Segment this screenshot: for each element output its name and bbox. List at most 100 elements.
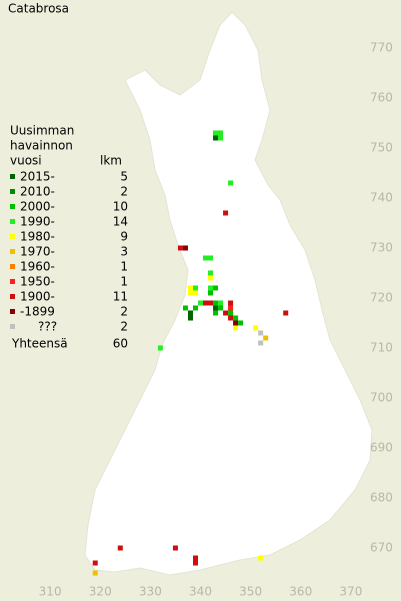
x-tick-label: 350 [239, 585, 262, 599]
legend-count: 2 [120, 185, 128, 199]
observation-square [258, 340, 264, 346]
observation-square [208, 270, 214, 276]
legend-count: 10 [113, 200, 128, 214]
legend-count: 9 [120, 230, 128, 244]
observation-square [187, 285, 193, 291]
y-tick-label: 720 [370, 291, 393, 305]
observation-square [218, 130, 224, 136]
legend-count: 5 [120, 170, 128, 184]
observation-square [218, 300, 224, 306]
observation-square [182, 305, 188, 311]
map-layer: 310 320 330 340 350 360 3706706806907007107207… [10, 41, 393, 599]
legend-label: 1900- [20, 290, 55, 304]
observation-square [258, 555, 264, 561]
legend-count-header: lkm [100, 154, 122, 168]
observation-square [228, 315, 234, 321]
map-title: Catabrosa [8, 2, 69, 16]
observation-square [258, 330, 264, 336]
legend-label: 1980- [20, 230, 55, 244]
legend-count: 11 [113, 290, 128, 304]
observation-square [233, 325, 239, 331]
observation-square [233, 320, 239, 326]
observation-square [172, 545, 178, 551]
country-outline [84, 11, 373, 576]
x-tick-label: 310 [39, 585, 62, 599]
legend-count: 1 [120, 275, 128, 289]
y-tick-label: 690 [370, 441, 393, 455]
legend-label: 2010- [20, 185, 55, 199]
observation-square [223, 310, 229, 316]
legend-swatch [10, 189, 15, 194]
observation-square [228, 300, 234, 306]
legend-swatch [10, 294, 15, 299]
y-tick-label: 730 [370, 241, 393, 255]
y-tick-label: 770 [370, 41, 393, 55]
observation-square [192, 290, 198, 296]
observation-square [203, 255, 209, 261]
observation-square [213, 310, 219, 316]
observation-square [208, 300, 214, 306]
legend-label: ??? [38, 320, 57, 334]
observation-square [213, 135, 219, 141]
observation-square [213, 130, 219, 136]
observation-square [192, 305, 198, 311]
observation-square [208, 285, 214, 291]
legend-swatch [10, 279, 15, 284]
legend-count: 3 [120, 245, 128, 259]
observation-square [218, 135, 224, 141]
observation-square [192, 555, 198, 561]
x-tick-label: 360 [289, 585, 312, 599]
observation-square [187, 315, 193, 321]
legend-swatch [10, 309, 15, 314]
x-tick-label: 320 [89, 585, 112, 599]
x-tick-label: 340 [189, 585, 212, 599]
observation-square [208, 255, 214, 261]
legend-swatch [10, 204, 15, 209]
y-tick-label: 710 [370, 341, 393, 355]
legend-swatch [10, 264, 15, 269]
observation-square [228, 310, 234, 316]
observation-square [213, 300, 219, 306]
x-tick-label: 330 [139, 585, 162, 599]
observation-square [157, 345, 163, 351]
observation-square [218, 305, 224, 311]
observation-square [187, 310, 193, 316]
observation-square [117, 545, 123, 551]
legend-swatch [10, 249, 15, 254]
legend-label: 1950- [20, 275, 55, 289]
observation-square [92, 570, 98, 576]
legend-title: havainnon [10, 139, 73, 153]
observation-square [92, 560, 98, 566]
observation-square [208, 290, 214, 296]
legend-title: vuosi [10, 154, 42, 168]
observation-square [208, 275, 214, 281]
legend-swatch [10, 234, 15, 239]
observation-square [228, 180, 234, 186]
observation-square [213, 285, 219, 291]
legend-count: 2 [120, 320, 128, 334]
legend-count: 1 [120, 260, 128, 274]
y-tick-label: 740 [370, 191, 393, 205]
y-tick-label: 750 [370, 141, 393, 155]
legend-label: 1970- [20, 245, 55, 259]
observation-square [238, 320, 244, 326]
observation-square [203, 300, 209, 306]
observation-square [213, 305, 219, 311]
observation-square [192, 560, 198, 566]
legend-total: 60 [113, 337, 128, 351]
legend-swatch [10, 174, 15, 179]
observation-square [187, 290, 193, 296]
observation-square [263, 335, 269, 341]
y-tick-label: 670 [370, 541, 393, 555]
legend-title: Uusimman [10, 124, 74, 138]
observation-square [223, 210, 229, 216]
legend-total-label: Yhteensä [11, 337, 68, 351]
legend-swatch [10, 219, 15, 224]
legend-count: 2 [120, 305, 128, 319]
y-tick-label: 680 [370, 491, 393, 505]
x-tick-label: 370 [339, 585, 362, 599]
y-tick-label: 760 [370, 91, 393, 105]
observation-square [228, 305, 234, 311]
